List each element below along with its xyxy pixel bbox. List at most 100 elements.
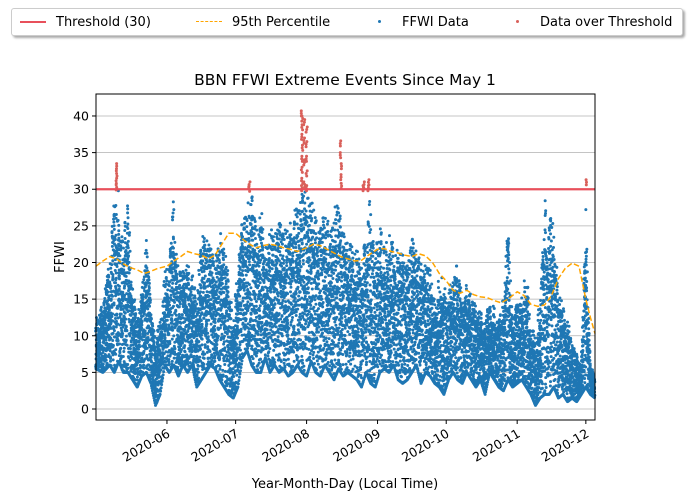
ffwi-data-point — [171, 200, 175, 204]
ffwi-data-point — [140, 320, 144, 324]
ffwi-data-point — [228, 305, 232, 309]
ffwi-data-point — [226, 285, 230, 289]
ffwi-data-point — [202, 240, 206, 244]
ffwi-data-point — [114, 276, 118, 280]
ffwi-data-point — [260, 253, 264, 257]
ffwi-data-point — [194, 306, 198, 310]
ffwi-data-point — [266, 289, 270, 293]
ffwi-data-point — [238, 372, 242, 376]
ffwi-data-point — [282, 361, 286, 365]
ffwi-data-point — [133, 307, 137, 311]
ffwi-data-point — [162, 279, 166, 283]
ffwi-data-point — [104, 309, 108, 313]
ffwi-data-point — [208, 349, 212, 353]
ffwi-data-point — [144, 239, 148, 243]
ffwi-data-point — [129, 350, 133, 354]
ffwi-data-point — [289, 282, 293, 286]
ffwi-data-point — [141, 338, 145, 342]
ffwi-data-point — [299, 265, 303, 269]
ffwi-data-point — [126, 207, 130, 211]
ffwi-data-point — [271, 338, 275, 342]
ffwi-data-point — [239, 327, 243, 331]
ffwi-data-point — [126, 239, 130, 243]
ffwi-data-point — [303, 342, 307, 346]
ffwi-data-point — [127, 281, 131, 285]
ffwi-data-point — [257, 264, 261, 268]
ffwi-data-point — [257, 361, 261, 365]
ffwi-data-point — [186, 283, 190, 287]
ffwi-data-point — [112, 220, 116, 224]
ffwi-data-point — [215, 342, 219, 346]
ffwi-data-point — [273, 282, 277, 286]
ffwi-data-point — [223, 369, 227, 373]
ffwi-data-point — [142, 349, 146, 353]
ffwi-data-point — [292, 350, 296, 354]
ffwi-data-point — [292, 359, 296, 363]
ffwi-data-point — [106, 278, 110, 282]
ffwi-data-point — [255, 368, 259, 372]
ffwi-data-point — [251, 357, 255, 361]
ffwi-data-point — [302, 364, 306, 368]
ffwi-data-point — [171, 281, 175, 285]
ffwi-data-point — [174, 308, 178, 312]
ffwi-data-point — [158, 320, 162, 324]
ffwi-data-point — [197, 364, 201, 368]
ffwi-data-point — [109, 336, 113, 340]
ffwi-data-point — [236, 382, 240, 386]
ffwi-data-point — [260, 320, 264, 324]
ffwi-data-point — [236, 356, 240, 360]
ffwi-data-point — [254, 354, 258, 358]
ffwi-data-point — [281, 234, 285, 238]
ffwi-data-point — [225, 272, 229, 276]
ffwi-data-point — [199, 347, 203, 351]
ffwi-data-point — [281, 254, 285, 258]
ffwi-data-point — [190, 278, 194, 282]
ffwi-data-point — [113, 268, 117, 272]
ffwi-data-point — [304, 209, 308, 213]
ffwi-data-point — [269, 287, 273, 291]
ffwi-data-point — [116, 218, 120, 222]
ffwi-data-point — [114, 281, 118, 285]
ffwi-data-point — [134, 312, 138, 316]
ffwi-data-point — [196, 370, 200, 374]
ffwi-data-point — [240, 235, 244, 239]
ffwi-data-point — [110, 244, 114, 248]
ffwi-data-point — [106, 310, 110, 314]
ffwi-data-point — [291, 274, 295, 278]
ffwi-data-point — [217, 258, 221, 262]
ffwi-data-point — [218, 367, 222, 371]
ffwi-data-point — [214, 280, 218, 284]
ffwi-data-point — [246, 346, 250, 350]
ffwi-data-point — [241, 273, 245, 277]
ffwi-data-point — [148, 298, 152, 302]
ffwi-data-point — [218, 364, 222, 368]
ffwi-data-point — [170, 270, 174, 274]
ffwi-data-point — [276, 294, 280, 298]
ffwi-data-point — [121, 240, 125, 244]
ffwi-data-point — [126, 363, 130, 367]
ffwi-data-point — [166, 333, 170, 337]
ffwi-data-point — [184, 268, 188, 272]
ffwi-data-point — [270, 322, 274, 326]
ffwi-data-point — [282, 259, 286, 263]
ffwi-data-point — [240, 359, 244, 363]
ffwi-data-point — [121, 290, 125, 294]
ffwi-data-point — [163, 329, 167, 333]
ffwi-data-point — [203, 247, 207, 251]
ffwi-data-point — [226, 290, 230, 294]
ffwi-data-point — [304, 322, 308, 326]
ffwi-data-point — [284, 281, 288, 285]
ffwi-data-point — [173, 347, 177, 351]
ffwi-data-point — [206, 335, 210, 339]
ffwi-data-point — [152, 334, 156, 338]
ffwi-data-point — [109, 266, 113, 270]
ffwi-data-point — [288, 252, 292, 256]
ffwi-data-point — [128, 249, 132, 253]
ffwi-data-point — [148, 304, 152, 308]
ffwi-data-point — [190, 293, 194, 297]
ffwi-data-point — [266, 341, 270, 345]
ffwi-data-point — [224, 265, 228, 269]
ffwi-data-point — [183, 350, 187, 354]
ffwi-data-point — [163, 333, 167, 337]
ffwi-data-point — [241, 269, 245, 273]
